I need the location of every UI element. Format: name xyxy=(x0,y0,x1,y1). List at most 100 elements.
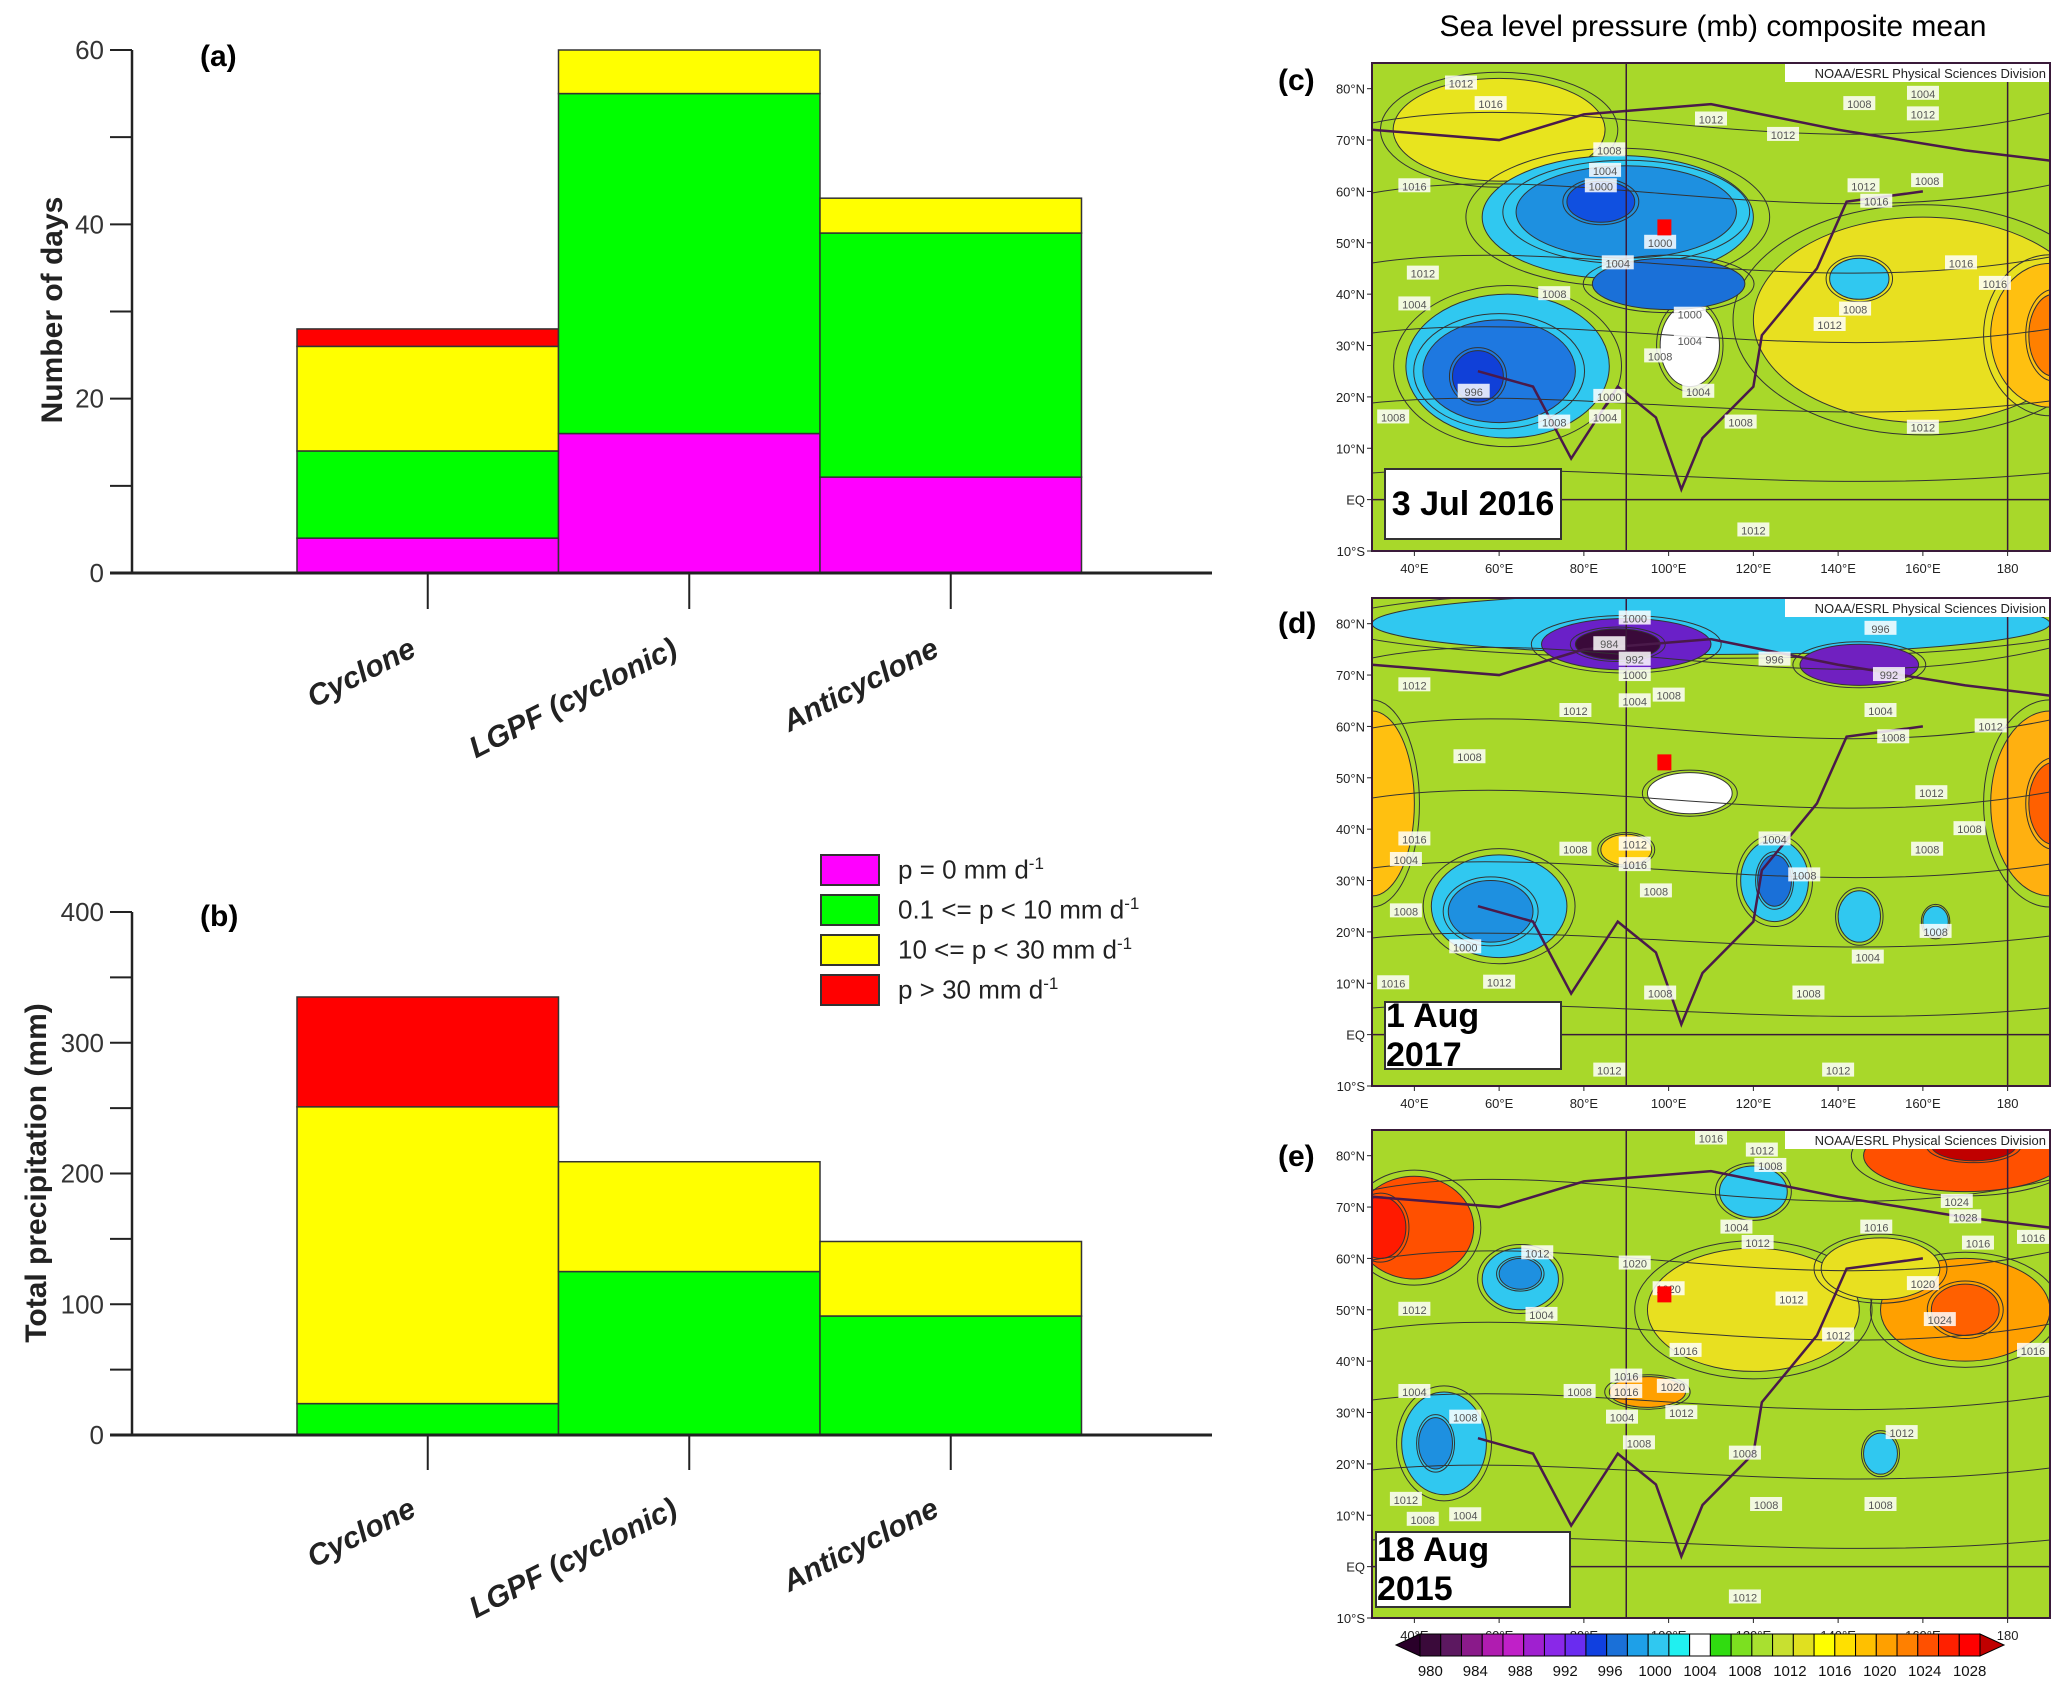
contour-label: 1008 xyxy=(1796,989,1820,1001)
lat-tick-label: 80°N xyxy=(1336,82,1365,97)
contour-label: 1008 xyxy=(1957,824,1981,836)
coastline xyxy=(1372,637,2050,1028)
contour-label-bg xyxy=(1758,831,1791,846)
contour-label: 1016 xyxy=(1983,279,2007,291)
lat-tick-label: 10°S xyxy=(1337,1079,1366,1094)
site-marker xyxy=(1657,754,1672,771)
contour-label-bg xyxy=(1885,1425,1918,1440)
contour-label-bg xyxy=(1377,975,1410,990)
colorbar-cell xyxy=(1772,1633,1794,1657)
contour-label: 1016 xyxy=(1402,834,1426,846)
colorbar-label: 1016 xyxy=(1818,1663,1851,1680)
contour-label: 1012 xyxy=(1779,1295,1803,1307)
lat-tick-label: 30°N xyxy=(1336,874,1365,889)
contour-label-bg xyxy=(1758,651,1791,666)
contour-label: 1000 xyxy=(1453,942,1477,954)
contour-label-bg xyxy=(1483,974,1516,989)
contour-label: 1012 xyxy=(1699,115,1723,127)
contour-label-bg xyxy=(1618,857,1651,872)
contour-label-bg xyxy=(1610,1383,1643,1398)
panel-label-d: (d) xyxy=(1278,607,1317,640)
lat-tick-label: EQ xyxy=(1346,493,1365,508)
y-tick-label: 0 xyxy=(90,558,104,588)
contour-label: 1012 xyxy=(1750,1146,1774,1158)
contour-label: 1008 xyxy=(1843,305,1867,317)
lat-tick-label: 20°N xyxy=(1336,925,1365,940)
pressure-region xyxy=(2028,762,2050,845)
contour-line xyxy=(1413,313,1586,430)
legend-entry-p30: p > 30 mm d-1 xyxy=(820,970,1139,1010)
slp-map-e: 1016 1012 1008 1004 1012 1024 1028 1016 1016 1016… xyxy=(1336,1129,2051,1643)
contour-label-bg xyxy=(1398,1383,1431,1398)
site-marker xyxy=(1657,1286,1672,1303)
contour-line xyxy=(1920,903,1951,940)
contour-label-bg xyxy=(1538,286,1571,301)
contour-label-bg xyxy=(1656,1378,1689,1393)
contour-label: 1000 xyxy=(1597,392,1621,404)
contour-label: 1004 xyxy=(1610,1413,1634,1425)
contour-line xyxy=(1372,1321,2050,1341)
contour-label-bg xyxy=(1864,703,1897,718)
maps-title: Sea level pressure (mb) composite mean xyxy=(1439,10,1987,43)
lon-tick-label: 180 xyxy=(1997,1096,2019,1111)
contour-label: 1008 xyxy=(1648,989,1672,1001)
contour-label: 996 xyxy=(1871,624,1889,636)
lat-tick-label: 40°N xyxy=(1336,287,1365,302)
contour-label: 984 xyxy=(1600,639,1618,651)
contour-label: 1008 xyxy=(1881,732,1905,744)
colorbar-cell xyxy=(1668,1633,1691,1657)
colorbar-cell xyxy=(1958,1633,1981,1657)
contour-label-bg xyxy=(1449,939,1482,954)
contour-label-bg xyxy=(1813,316,1846,331)
contour-label: 1008 xyxy=(1394,906,1418,918)
contour-label-bg xyxy=(1775,1291,1808,1306)
contour-line xyxy=(1372,1393,2050,1411)
contour-label: 1016 xyxy=(1381,978,1405,990)
contour-label-bg xyxy=(1843,96,1876,111)
contour-label: 1016 xyxy=(1478,99,1502,111)
contour-label: 1008 xyxy=(1381,412,1405,424)
map-frame xyxy=(1371,62,2051,552)
contour-line xyxy=(1372,718,2050,740)
contour-label: 1000 xyxy=(1622,670,1646,682)
contour-line xyxy=(1604,1374,1691,1410)
contour-label: 996 xyxy=(1465,387,1483,399)
contour-line xyxy=(1372,254,2050,274)
lon-tick-label: 80°E xyxy=(1570,561,1599,576)
y-tick-label: 60 xyxy=(75,35,104,65)
colorbar-cell xyxy=(1523,1633,1545,1657)
contour-label: 1008 xyxy=(1758,1161,1782,1173)
contour-label-bg xyxy=(1389,851,1422,866)
contour-label: 1004 xyxy=(1593,166,1617,178)
contour-label: 1008 xyxy=(1728,418,1752,430)
contour-label: 1012 xyxy=(1597,1066,1621,1078)
contour-label-bg xyxy=(1589,162,1622,177)
contour-label: 1012 xyxy=(1449,79,1473,91)
colorbar-label: 980 xyxy=(1418,1663,1443,1680)
x-tick-label: Anticyclone xyxy=(777,1492,944,1599)
contour-label: 1004 xyxy=(1678,336,1702,348)
x-tick-label: LGPF (cyclonic) xyxy=(464,632,682,765)
contour-line xyxy=(1393,285,1623,448)
contour-label-bg xyxy=(1767,126,1800,141)
contour-label: 1008 xyxy=(1648,351,1672,363)
bar-segment-p30 xyxy=(296,328,560,348)
contour-line xyxy=(1582,254,1755,314)
contour-label-bg xyxy=(1398,178,1431,193)
contour-label-bg xyxy=(1906,419,1939,434)
legend-entry-p0-10: 0.1 <= p < 10 mm d-1 xyxy=(820,890,1139,930)
pressure-region xyxy=(1392,77,1606,182)
credit-bg xyxy=(1785,64,2049,82)
y-tick-label: 100 xyxy=(61,1289,104,1319)
colorbar-cell xyxy=(1813,1633,1836,1657)
contour-label-bg xyxy=(1949,1209,1982,1224)
contour-label-bg xyxy=(1644,234,1677,249)
lat-tick-label: 20°N xyxy=(1336,1457,1365,1472)
contour-label: 1016 xyxy=(1673,1346,1697,1358)
bar-segment-p0_10 xyxy=(819,1315,1083,1436)
contour-label-bg xyxy=(1398,831,1431,846)
contour-label-bg xyxy=(1644,985,1677,1000)
contour-label-bg xyxy=(1720,1219,1753,1234)
contour-label-bg xyxy=(1915,785,1948,800)
colorbar-cell xyxy=(1689,1633,1711,1657)
